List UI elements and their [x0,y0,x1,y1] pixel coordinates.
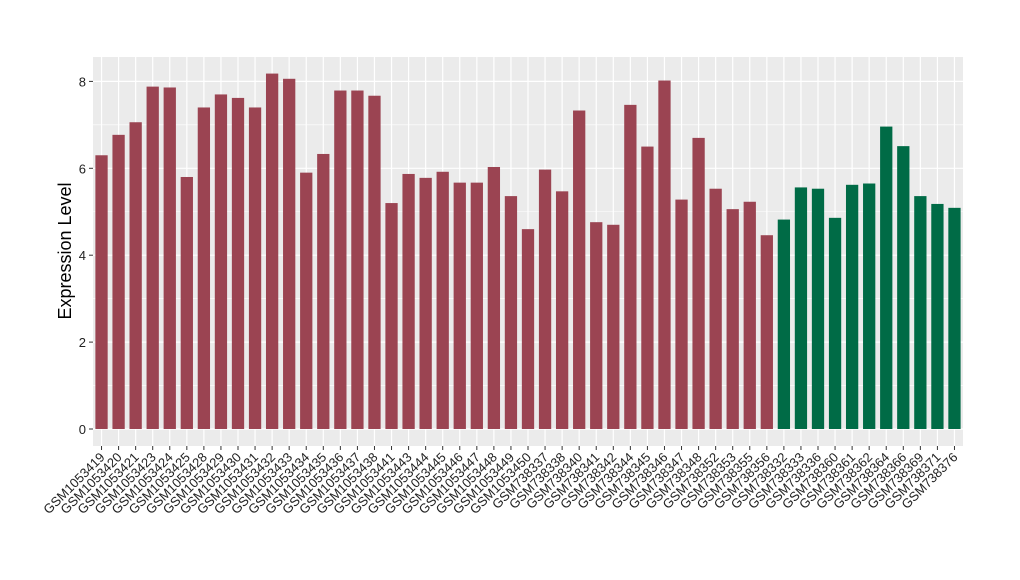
bar [538,169,552,429]
bar [419,177,432,429]
bar [163,87,176,429]
bar [794,187,808,429]
bar [641,146,654,429]
bar [504,196,518,429]
bar [231,97,245,429]
y-tick-label: 8 [79,74,86,89]
bar [897,146,910,429]
bar [368,95,381,430]
bars [95,73,961,430]
y-axis-title: Expression Level [55,182,75,319]
y-axis: 0 2 4 6 8 [79,74,93,437]
bar [880,126,893,429]
bar [914,196,927,429]
bar [607,224,620,429]
bar [487,166,501,429]
bar [265,73,279,429]
bar [436,171,449,429]
bar [248,107,262,429]
bar [743,201,756,429]
bar [624,104,637,429]
bar [334,90,347,429]
bar [692,137,705,429]
bar [555,191,569,429]
bar [146,86,159,429]
bar [470,182,483,429]
bar [948,207,961,429]
bar [658,80,671,429]
bar [521,229,535,429]
bar [197,107,211,429]
bar [726,209,739,429]
bar [573,110,586,429]
bar [317,153,330,430]
bar [828,217,842,429]
bar [709,188,722,429]
bar [845,184,859,429]
bar [351,90,364,429]
x-axis: GSM1053419GSM1053420GSM1053421GSM1053423… [40,446,961,517]
bar [385,203,398,429]
bar [283,78,296,429]
bar [214,94,228,429]
y-tick-label: 2 [79,335,86,350]
bar [112,134,125,429]
bar [811,188,825,429]
bar [300,172,313,429]
bar [95,155,108,429]
y-tick-label: 6 [79,161,86,176]
y-tick-label: 0 [79,422,86,437]
bar [129,122,142,430]
bar [931,203,944,429]
bar [402,173,415,429]
bar [777,219,791,429]
bar [675,199,688,429]
bar [760,235,773,429]
bar [590,222,603,429]
bar [453,182,466,429]
bar [863,183,876,429]
bar [180,176,193,429]
y-tick-label: 4 [79,248,86,263]
